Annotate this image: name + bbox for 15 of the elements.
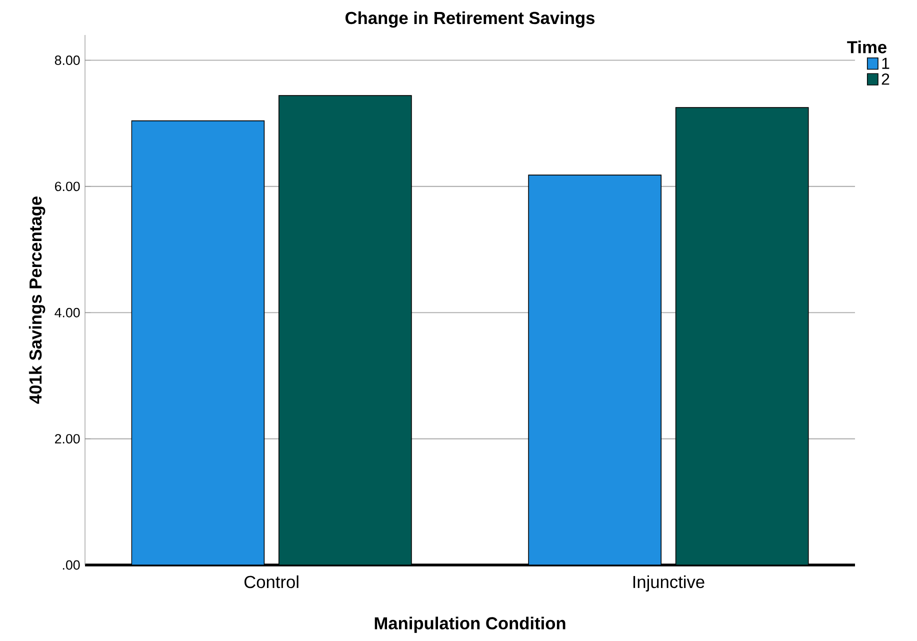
y-tick-label: 8.00	[54, 56, 80, 65]
legend-label: 1	[882, 58, 890, 69]
y-tick-label: .00	[62, 560, 80, 570]
bar	[131, 120, 265, 565]
y-axis-title: 401k Savings Percentage	[28, 196, 46, 404]
y-tick-label: 6.00	[55, 182, 80, 192]
legend-label: 2	[882, 74, 890, 85]
y-tick-label: 4.00	[54, 308, 80, 318]
y-tick-label: 2.00	[55, 434, 80, 444]
chart-title: Change in Retirement Savings	[346, 11, 594, 28]
bar	[528, 174, 662, 565]
x-tick-label: Control	[244, 575, 298, 588]
x-axis-title: Manipulation Condition	[374, 616, 566, 633]
legend-title: Time	[847, 40, 886, 54]
x-tick-label: Injunctive	[633, 575, 704, 592]
